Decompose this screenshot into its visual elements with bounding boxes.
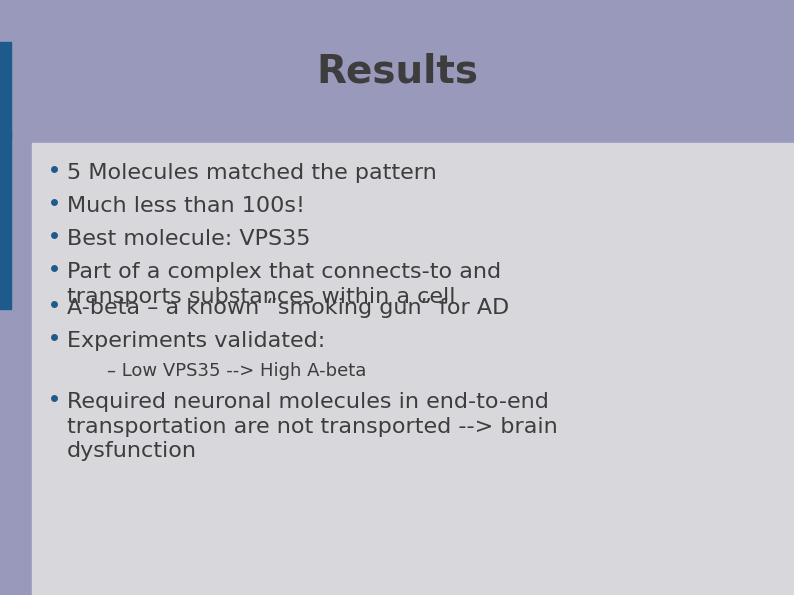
Bar [0, 220, 11, 309]
Text: A-beta – a known “smoking gun” for AD: A-beta – a known “smoking gun” for AD [67, 298, 509, 318]
Text: Best molecule: VPS35: Best molecule: VPS35 [67, 229, 310, 249]
Text: Part of a complex that connects-to and
transports substances within a cell: Part of a complex that connects-to and t… [67, 262, 501, 306]
Text: Results: Results [316, 52, 478, 90]
Text: – Low VPS35 --> High A-beta: – Low VPS35 --> High A-beta [106, 362, 366, 380]
Bar [32, 143, 794, 595]
Text: Much less than 100s!: Much less than 100s! [67, 196, 305, 216]
Text: Experiments validated:: Experiments validated: [67, 331, 325, 351]
Text: 5 Molecules matched the pattern: 5 Molecules matched the pattern [67, 163, 437, 183]
Text: Required neuronal molecules in end-to-end
transportation are not transported -->: Required neuronal molecules in end-to-en… [67, 392, 557, 461]
Bar [0, 42, 11, 137]
Bar [0, 131, 11, 220]
